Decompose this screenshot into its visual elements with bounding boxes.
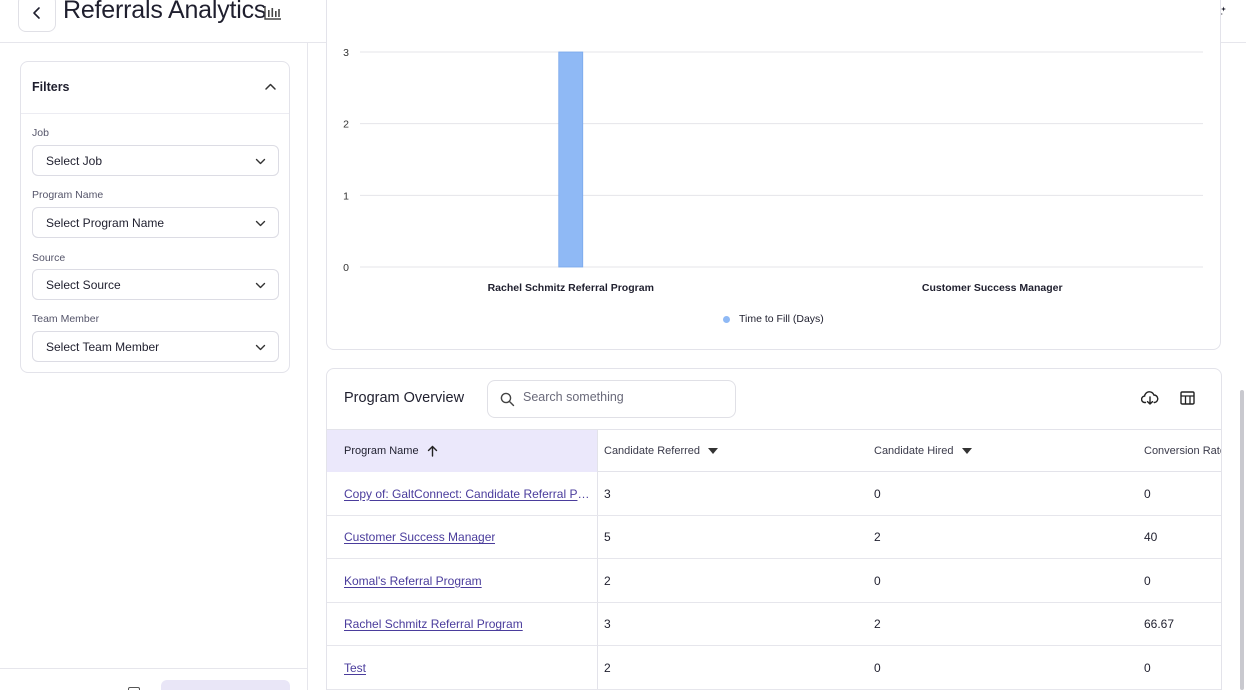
candidate-referred-cell: 2 <box>604 573 611 588</box>
chevron-left-icon <box>33 7 40 19</box>
program-link[interactable]: Customer Success Manager <box>344 530 496 544</box>
page-scrollbar[interactable] <box>1240 390 1244 690</box>
job-select-value: Select Job <box>46 154 103 168</box>
program-overview-card: Program Overview Program Name Candidate … <box>326 368 1222 690</box>
program-name-select[interactable]: Select Program Name <box>32 207 279 238</box>
team-member-select-value: Select Team Member <box>46 340 160 354</box>
arrow-up-icon[interactable] <box>427 445 438 457</box>
conversion-rate-cell: 66.67 <box>1144 617 1175 631</box>
y-tick-label: 1 <box>343 190 349 202</box>
source-select-value: Select Source <box>46 278 121 292</box>
table-row: Copy of: GaltConnect: Candidate Referral… <box>327 472 1221 516</box>
program-name-cell: Copy of: GaltConnect: Candidate Referral… <box>327 472 598 515</box>
program-name-cell: Komal's Referral Program <box>327 559 598 602</box>
search-box[interactable] <box>487 380 736 418</box>
y-tick-label: 3 <box>343 47 349 59</box>
caret-down-icon[interactable] <box>708 448 719 454</box>
candidate-referred-cell: 2 <box>604 660 611 675</box>
program-link[interactable]: Test <box>344 660 367 675</box>
column-header-conversion-rate[interactable]: Conversion Rate <box>1138 430 1222 472</box>
candidate-hired-cell: 0 <box>874 573 881 588</box>
column-label: Candidate Hired <box>874 445 954 457</box>
chevron-down-icon <box>255 282 266 289</box>
chevron-up-icon[interactable] <box>264 80 277 93</box>
column-label: Conversion Rate <box>1144 445 1222 457</box>
bar[interactable] <box>558 51 584 268</box>
program-name-filter-label: Program Name <box>32 189 104 201</box>
bar-chart-icon <box>264 6 281 20</box>
program-link[interactable]: Rachel Schmitz Referral Program <box>344 617 523 631</box>
filters-header[interactable]: Filters <box>21 62 289 114</box>
column-header-candidate-hired[interactable]: Candidate Hired <box>868 430 1138 472</box>
chevron-down-icon <box>255 220 266 227</box>
candidate-referred-cell: 3 <box>604 617 611 631</box>
table-header: Program Name Candidate Referred Candidat… <box>327 429 1222 472</box>
candidate-hired-cell: 2 <box>874 617 881 631</box>
page-title: Referrals Analytics <box>63 0 267 24</box>
table-row: Komal's Referral Program 2 0 0 <box>327 559 1221 603</box>
program-name-cell: Rachel Schmitz Referral Program <box>327 602 598 646</box>
chart-card: 0 1 2 3 Rachel Schmitz Referral Program Custo… <box>326 0 1221 350</box>
sidebar-footer <box>0 668 307 690</box>
y-tick-label: 0 <box>343 262 349 274</box>
conversion-rate-cell: 0 <box>1144 573 1151 588</box>
candidate-referred-cell: 5 <box>604 530 611 544</box>
conversion-rate-cell: 0 <box>1144 486 1151 501</box>
apply-filters-button[interactable] <box>161 680 290 690</box>
candidate-hired-cell: 0 <box>874 486 881 501</box>
program-name-cell: Customer Success Manager <box>327 515 598 559</box>
chevron-down-icon <box>255 344 266 351</box>
program-link[interactable]: Komal's Referral Program <box>344 573 482 588</box>
x-tick-label: Customer Success Manager <box>922 282 1063 294</box>
program-name-cell: Test <box>327 646 598 689</box>
table-row: Rachel Schmitz Referral Program 3 2 66.6… <box>327 602 1221 646</box>
filters-sidebar: Filters Job Select Job Program Name Sele… <box>0 43 308 690</box>
chevron-down-icon <box>255 158 266 165</box>
source-filter-label: Source <box>32 252 66 264</box>
column-label: Candidate Referred <box>604 445 701 457</box>
column-header-program-name[interactable]: Program Name <box>327 430 598 472</box>
table-title: Program Overview <box>344 390 465 406</box>
legend-marker <box>723 315 730 323</box>
table-columns-icon[interactable] <box>1180 391 1195 405</box>
footer-icon[interactable] <box>128 687 140 690</box>
caret-down-icon[interactable] <box>961 448 972 454</box>
table-row: Customer Success Manager 5 2 40 <box>327 515 1221 559</box>
legend-label: Time to Fill (Days) <box>739 313 824 325</box>
candidate-referred-cell: 3 <box>604 486 611 501</box>
x-tick-label: Rachel Schmitz Referral Program <box>488 282 654 294</box>
back-button[interactable] <box>18 0 56 32</box>
search-icon <box>500 392 515 407</box>
program-name-select-value: Select Program Name <box>46 216 165 230</box>
team-member-filter-label: Team Member <box>32 313 100 325</box>
column-label: Program Name <box>344 445 419 457</box>
filters-title: Filters <box>32 80 70 94</box>
candidate-hired-cell: 2 <box>874 530 881 544</box>
chart-legend[interactable]: Time to Fill (Days) <box>723 313 824 325</box>
bar-chart: 0 1 2 3 Rachel Schmitz Referral Program Custo… <box>343 47 1203 294</box>
conversion-rate-cell: 40 <box>1144 530 1158 544</box>
job-select[interactable]: Select Job <box>32 145 279 176</box>
team-member-select[interactable]: Select Team Member <box>32 331 279 362</box>
column-header-candidate-referred[interactable]: Candidate Referred <box>598 430 868 472</box>
job-filter-label: Job <box>32 127 49 139</box>
cloud-download-icon[interactable] <box>1141 390 1159 406</box>
filters-panel: Filters Job Select Job Program Name Sele… <box>20 61 290 373</box>
search-input[interactable] <box>523 390 723 404</box>
program-link[interactable]: Copy of: GaltConnect: Candidate Referral… <box>344 486 590 501</box>
table-row: Test 2 0 0 <box>327 646 1221 690</box>
y-tick-label: 2 <box>343 119 349 131</box>
source-select[interactable]: Select Source <box>32 269 279 300</box>
conversion-rate-cell: 0 <box>1144 660 1151 675</box>
candidate-hired-cell: 0 <box>874 660 881 675</box>
